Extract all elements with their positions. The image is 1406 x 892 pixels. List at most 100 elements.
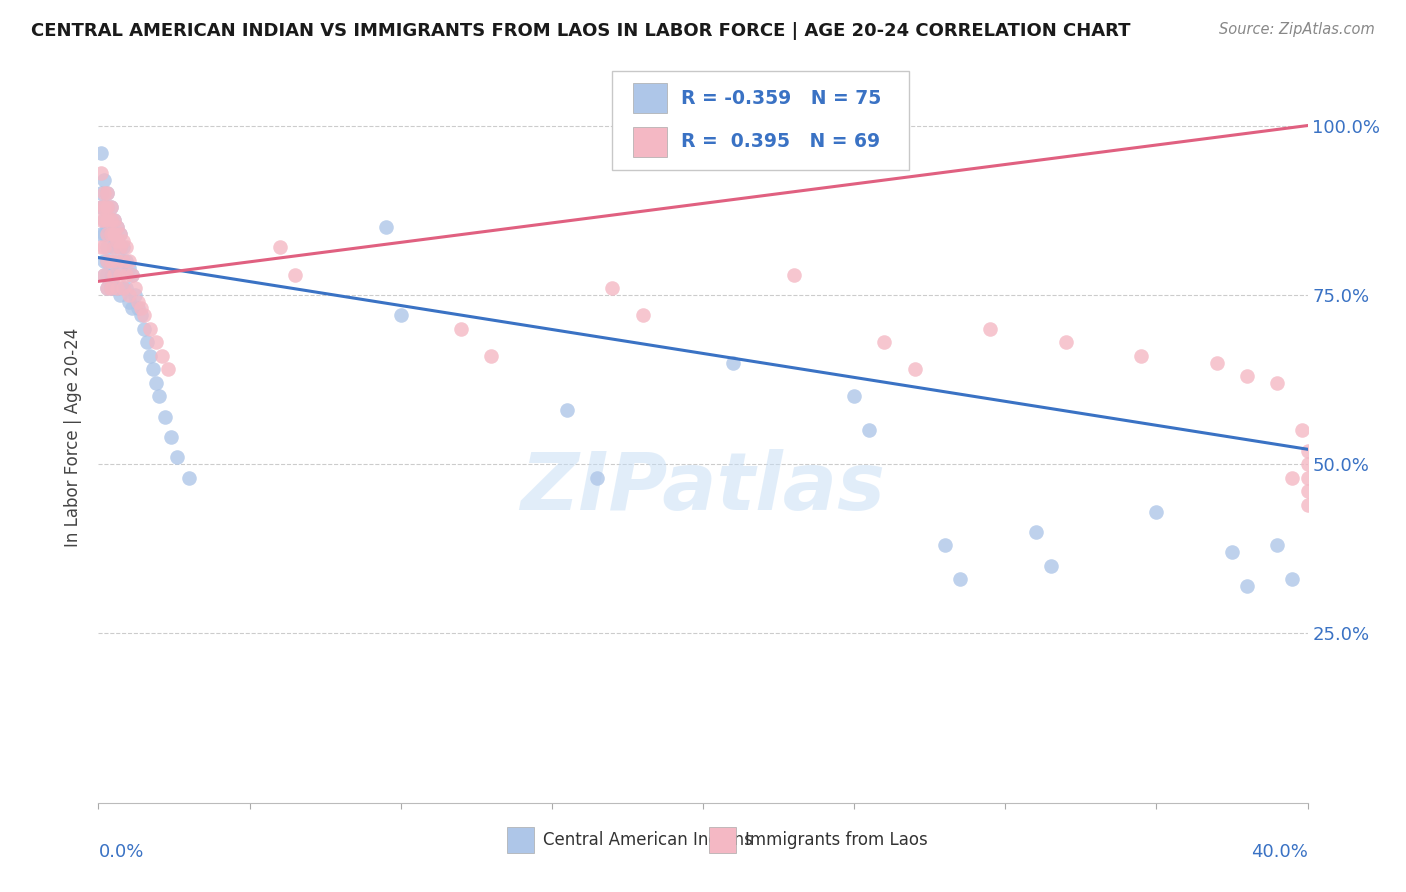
Point: [114, 254, 136, 268]
Point: [111, 254, 134, 268]
Point: [118, 288, 141, 302]
Point: [96, 268, 118, 282]
Point: [121, 268, 143, 282]
Point: [979, 322, 1001, 336]
Point: [111, 234, 134, 248]
Point: [100, 254, 122, 268]
Point: [129, 301, 152, 316]
Point: [481, 349, 503, 363]
Point: [93, 268, 115, 282]
Point: [1296, 498, 1319, 512]
Point: [100, 227, 122, 241]
Point: [1281, 572, 1303, 586]
Point: [93, 254, 115, 268]
Text: Immigrants from Laos: Immigrants from Laos: [745, 830, 928, 848]
Point: [160, 430, 183, 444]
Point: [139, 322, 162, 336]
Bar: [709, 827, 735, 853]
Point: [844, 389, 866, 403]
Point: [1296, 457, 1319, 471]
Point: [135, 335, 157, 350]
Point: [1267, 376, 1289, 390]
Point: [1296, 443, 1319, 458]
Point: [105, 234, 128, 248]
Point: [96, 240, 118, 254]
Point: [90, 186, 112, 201]
Point: [100, 200, 122, 214]
Point: [1236, 369, 1258, 384]
Point: [105, 220, 128, 235]
Text: CENTRAL AMERICAN INDIAN VS IMMIGRANTS FROM LAOS IN LABOR FORCE | AGE 20-24 CORRE: CENTRAL AMERICAN INDIAN VS IMMIGRANTS FR…: [31, 22, 1130, 40]
Point: [100, 281, 122, 295]
Point: [1039, 558, 1062, 573]
Point: [90, 213, 112, 227]
Point: [111, 281, 134, 295]
Point: [103, 213, 125, 227]
Point: [100, 254, 122, 268]
Point: [93, 186, 115, 201]
Text: ZIPatlas: ZIPatlas: [520, 450, 886, 527]
Point: [145, 335, 167, 350]
Point: [949, 572, 972, 586]
Point: [139, 349, 162, 363]
Point: [96, 213, 118, 227]
Point: [93, 213, 115, 227]
Point: [586, 471, 609, 485]
Point: [1281, 471, 1303, 485]
Point: [121, 301, 143, 316]
Point: [100, 268, 122, 282]
Point: [105, 234, 128, 248]
Point: [269, 240, 291, 254]
Y-axis label: In Labor Force | Age 20-24: In Labor Force | Age 20-24: [65, 327, 83, 547]
Point: [1144, 505, 1167, 519]
Point: [631, 308, 654, 322]
Point: [179, 471, 201, 485]
Point: [1206, 355, 1229, 369]
Point: [166, 450, 188, 465]
Point: [103, 240, 125, 254]
Point: [783, 268, 806, 282]
Point: [114, 268, 136, 282]
Point: [389, 308, 412, 322]
Point: [96, 186, 118, 201]
Text: 0.0%: 0.0%: [98, 843, 143, 861]
Point: [108, 240, 131, 254]
Point: [93, 240, 115, 254]
Point: [148, 389, 170, 403]
Point: [108, 288, 131, 302]
Point: [100, 227, 122, 241]
Point: [105, 281, 128, 295]
Point: [90, 200, 112, 214]
Point: [450, 322, 472, 336]
Point: [142, 362, 165, 376]
Text: Central American Indians: Central American Indians: [543, 830, 754, 848]
Point: [100, 281, 122, 295]
Point: [121, 268, 143, 282]
Point: [103, 240, 125, 254]
Text: 40.0%: 40.0%: [1251, 843, 1308, 861]
Point: [873, 335, 896, 350]
Point: [93, 213, 115, 227]
Point: [96, 220, 118, 235]
Point: [90, 240, 112, 254]
Bar: [508, 827, 534, 853]
Point: [103, 213, 125, 227]
Bar: [633, 127, 666, 157]
Point: [96, 281, 118, 295]
Point: [1236, 579, 1258, 593]
Text: R =  0.395   N = 69: R = 0.395 N = 69: [682, 132, 880, 152]
Bar: [633, 83, 666, 113]
Point: [90, 166, 112, 180]
Point: [124, 281, 146, 295]
Point: [90, 200, 112, 214]
Point: [96, 186, 118, 201]
Point: [96, 227, 118, 241]
Point: [108, 268, 131, 282]
Point: [858, 423, 880, 437]
Point: [150, 349, 173, 363]
Point: [103, 268, 125, 282]
Point: [904, 362, 927, 376]
Point: [93, 227, 115, 241]
Point: [132, 322, 155, 336]
Point: [103, 281, 125, 295]
